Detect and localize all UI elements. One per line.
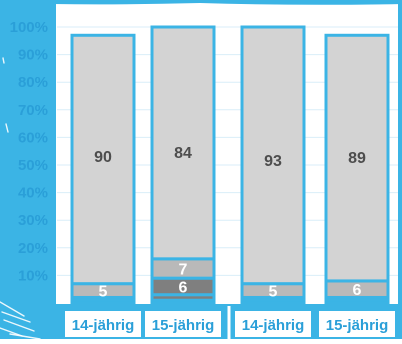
bar-segment	[324, 33, 390, 283]
panel-scratch-6	[2, 57, 5, 64]
plot-top-border	[52, 0, 402, 5]
panel-scratch-5	[5, 123, 9, 133]
y-tick-label: 30%	[18, 212, 48, 229]
x-label-box	[145, 311, 221, 337]
bar-value-label: 89	[348, 150, 366, 167]
bar-value-label: 5	[269, 284, 278, 301]
bar-segment	[70, 33, 136, 286]
y-tick-label: 40%	[18, 185, 48, 202]
x-axis-labels: 14-jährig 15-jährig 14-jährig 15-jährig	[65, 311, 395, 337]
plot-left-border	[52, 0, 56, 304]
bar-value-label: 5	[99, 284, 108, 301]
panel-scratch-4	[9, 333, 41, 340]
x-axis-label: 15-jährig	[152, 317, 215, 334]
y-tick-label: 80%	[18, 74, 48, 91]
x-axis-label: 14-jährig	[72, 317, 135, 334]
bar-segment	[150, 25, 216, 261]
bar-segment	[240, 25, 306, 286]
bar-value-label: 7	[179, 262, 188, 279]
bar-value-label: 6	[179, 279, 188, 296]
y-axis-ticks: 10% 20% 30% 40% 50% 60% 70% 80% 90% 100%	[10, 19, 48, 284]
x-axis-label: 15-jährig	[326, 317, 389, 334]
y-tick-label: 50%	[18, 157, 48, 174]
left-panel	[0, 0, 52, 339]
panel-scratch-2	[3, 319, 35, 332]
panel-scratch-1	[1, 311, 31, 323]
y-tick-label: 90%	[18, 47, 48, 64]
x-axis-label: 14-jährig	[242, 317, 305, 334]
bar-value-label: 90	[94, 149, 112, 166]
y-tick-label: 20%	[18, 240, 48, 257]
bar-value-label: 84	[174, 145, 192, 162]
panel-scratch-3	[0, 327, 23, 337]
y-tick-label: 70%	[18, 102, 48, 119]
bar-value-label: 6	[353, 282, 362, 299]
x-label-box	[65, 311, 141, 337]
y-tick-label: 100%	[10, 19, 48, 36]
plot-right-border	[398, 0, 402, 304]
y-tick-label: 60%	[18, 129, 48, 146]
x-label-box	[235, 311, 311, 337]
bar-value-label: 93	[264, 153, 282, 170]
x-label-box	[319, 311, 395, 337]
panel-scratch-0	[0, 301, 25, 317]
y-tick-label: 10%	[18, 267, 48, 284]
